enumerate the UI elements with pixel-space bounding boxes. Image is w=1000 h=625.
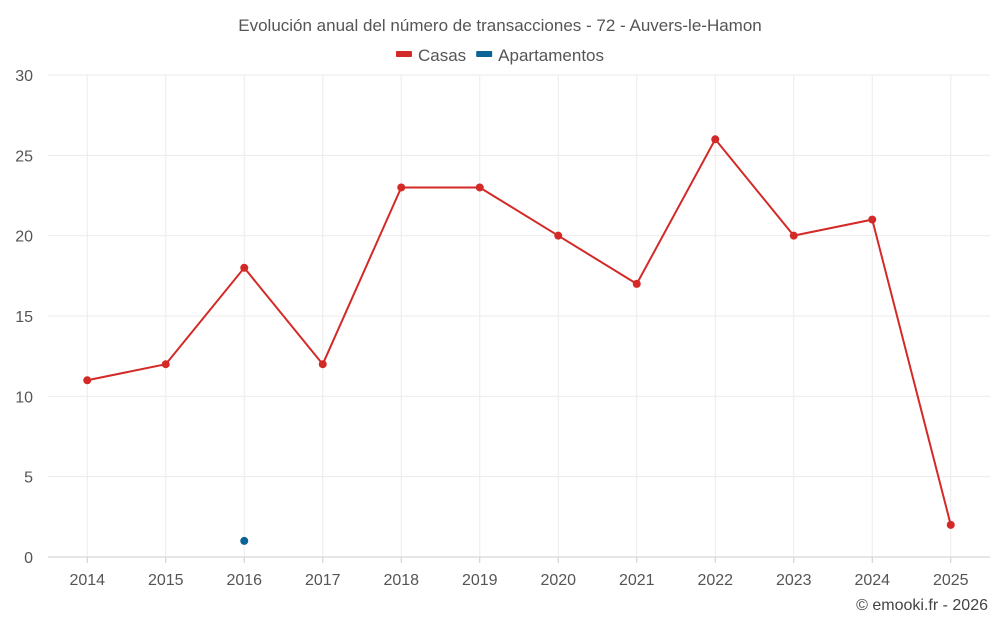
data-point[interactable] [83,376,92,385]
x-tick-label: 2025 [933,572,969,589]
y-tick-label: 0 [24,550,33,567]
x-tick-label: 2019 [462,572,498,589]
series-layer [83,135,955,545]
series-apartamentos [240,536,249,545]
chart-title: Evolución anual del número de transaccio… [238,16,762,35]
series-line [87,137,952,526]
legend-item-casas[interactable]: Casas [395,46,466,65]
data-point[interactable] [789,231,798,240]
credit-text: © emooki.fr - 2026 [856,597,988,614]
data-point[interactable] [397,183,406,192]
x-tick-label: 2022 [697,572,733,589]
data-point[interactable] [554,231,563,240]
y-tick-label: 20 [15,229,33,246]
data-point[interactable] [161,360,170,369]
x-tick-label: 2018 [383,572,419,589]
legend-swatch [476,51,493,57]
y-tick-label: 15 [15,309,33,326]
x-tick-label: 2023 [776,572,812,589]
data-point[interactable] [240,263,249,272]
data-point[interactable] [475,183,484,192]
data-point[interactable] [868,215,877,224]
x-tick-label: 2016 [226,572,262,589]
legend-label: Apartamentos [498,46,604,65]
legend: Casas Apartamentos [395,46,604,65]
y-tick-label: 30 [15,68,33,85]
data-point[interactable] [318,360,327,369]
y-tick-label: 25 [15,148,33,165]
grid [48,74,990,563]
x-tick-label: 2020 [540,572,576,589]
y-axis-ticks: 0 5 10 15 20 25 30 [15,68,33,567]
data-point[interactable] [946,520,955,529]
data-point[interactable] [240,536,249,545]
x-tick-label: 2017 [305,572,341,589]
y-tick-label: 5 [24,470,33,487]
series-casas [83,135,955,529]
data-point[interactable] [711,135,720,144]
x-tick-label: 2021 [619,572,655,589]
x-tick-label: 2015 [148,572,184,589]
legend-label: Casas [418,46,466,65]
x-tick-label: 2024 [854,572,890,589]
data-point[interactable] [632,279,641,288]
legend-item-apartamentos[interactable]: Apartamentos [476,46,604,65]
legend-swatch [395,51,412,57]
x-axis-ticks: 2014 2015 2016 2017 2018 2019 2020 2021 2022 2023… [69,572,968,589]
x-tick-label: 2014 [69,572,105,589]
y-tick-label: 10 [15,389,33,406]
